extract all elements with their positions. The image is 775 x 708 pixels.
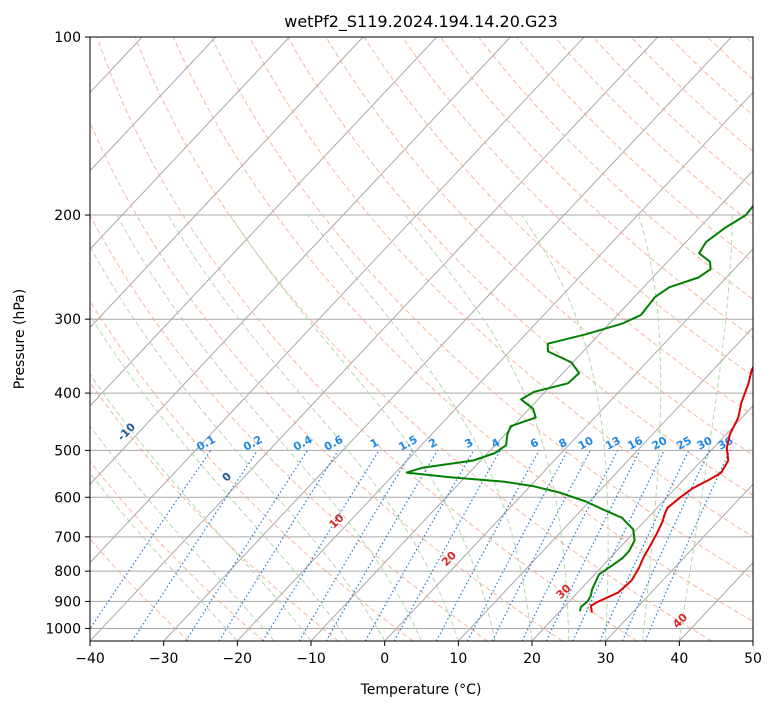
isotherm-line — [90, 37, 438, 407]
x-tick-label: 20 — [523, 651, 541, 667]
isotherm-line — [384, 248, 753, 641]
y-tick-label: 600 — [54, 490, 81, 506]
y-tick-label: 400 — [54, 386, 81, 402]
isotherm-line — [90, 37, 659, 641]
dry-adiabat-line — [401, 37, 753, 377]
y-tick-label: 300 — [54, 312, 81, 328]
mixing-ratio-line — [185, 450, 309, 641]
moist-adiabat-line — [678, 214, 733, 641]
x-tick-label: 0 — [380, 651, 389, 667]
chart-title: wetPf2_S119.2024.194.14.20.G23 — [284, 12, 558, 32]
mixing-ratio-line — [621, 450, 710, 641]
y-tick-label: 900 — [54, 594, 81, 610]
y-axis-label: Pressure (hPa) — [12, 289, 28, 389]
y-tick-label: 700 — [54, 530, 81, 546]
mixing-ratio-line — [262, 450, 380, 641]
moist-adiabat-line — [90, 245, 386, 641]
x-tick-label: −10 — [296, 651, 326, 667]
dewpoint-profile — [405, 204, 753, 612]
dry-adiabat-line — [90, 300, 414, 641]
isotherm-line — [90, 37, 364, 329]
y-tick-label: 1000 — [45, 621, 81, 637]
dry-adiabat-line — [90, 121, 563, 641]
mixing-ratio-line — [435, 450, 540, 641]
isotherm-line — [605, 483, 753, 641]
dry-adiabat-line — [134, 37, 712, 641]
dry-adiabat-line — [90, 460, 264, 641]
moist-adiabat-line — [638, 214, 662, 641]
y-tick-label: 800 — [54, 564, 81, 580]
mixing-ratio-label: 25 — [674, 434, 694, 453]
x-tick-label: −40 — [75, 651, 105, 667]
dry-adiabat-line — [172, 37, 753, 623]
dry-adiabat-line — [439, 37, 753, 338]
isotherm-line — [90, 37, 290, 250]
plot-area: 0.10.20.40.611.52346810131620253036-100-… — [90, 37, 753, 641]
isotherm-line — [90, 37, 511, 485]
isotherm-line — [163, 37, 732, 641]
moist-adiabat-line — [521, 214, 609, 641]
mixing-ratio-label: 16 — [625, 434, 645, 453]
y-tick-label: 200 — [54, 208, 81, 224]
x-tick-label: 40 — [670, 651, 688, 667]
moist-adiabat-line — [90, 425, 275, 641]
dry-adiabat-line — [287, 37, 753, 497]
moist-adiabat-line — [90, 373, 312, 641]
moist-adiabat-line — [116, 214, 422, 641]
x-tick-label: −30 — [149, 651, 179, 667]
mixing-ratio-label: 13 — [603, 434, 623, 453]
dry-adiabat-line — [90, 538, 190, 641]
mixing-ratio-line — [521, 450, 619, 641]
mixing-ratio-label: 10 — [576, 434, 596, 453]
x-tick-label: 10 — [449, 651, 467, 667]
x-tick-label: 50 — [744, 651, 762, 667]
x-axis-label: Temperature (°C) — [360, 682, 482, 698]
dry-adiabat-line — [210, 37, 753, 580]
isotherm-line — [90, 37, 585, 564]
y-tick-label: 100 — [54, 30, 81, 46]
mixing-ratio-label: 30 — [695, 434, 715, 453]
dry-adiabat-line — [90, 214, 488, 641]
isotherm-line — [457, 326, 753, 641]
x-tick-label: −20 — [223, 651, 253, 667]
y-tick-label: 500 — [54, 443, 81, 459]
isotherm-line — [236, 91, 753, 641]
mixing-ratio-line — [364, 450, 475, 641]
moist-adiabat-line — [90, 314, 349, 641]
mixing-ratio-line — [393, 450, 501, 641]
dry-adiabat-line — [325, 37, 753, 456]
mixing-ratio-label: 20 — [650, 434, 670, 453]
moist-adiabat-line — [90, 472, 238, 641]
dry-adiabat-line — [96, 37, 638, 641]
dry-adiabat-line — [249, 37, 753, 538]
moist-adiabat-line — [404, 214, 570, 641]
mixing-ratio-line — [90, 450, 212, 630]
mixing-ratio-line — [491, 450, 591, 641]
x-tick-label: 30 — [597, 651, 615, 667]
mixing-ratio-label: 36 — [716, 434, 736, 453]
moist-adiabat-line — [307, 214, 533, 641]
isotherm-line — [531, 405, 753, 641]
mixing-ratio-line — [131, 450, 258, 641]
axes: −40 −30 −20 −10 0 10 20 30 40 50 100 200 300 400 500 60… — [45, 30, 762, 667]
isotherm-line — [90, 37, 217, 172]
mixing-ratio-line — [644, 450, 731, 641]
temperature-profile — [590, 365, 753, 613]
axes-frame — [89, 36, 754, 642]
